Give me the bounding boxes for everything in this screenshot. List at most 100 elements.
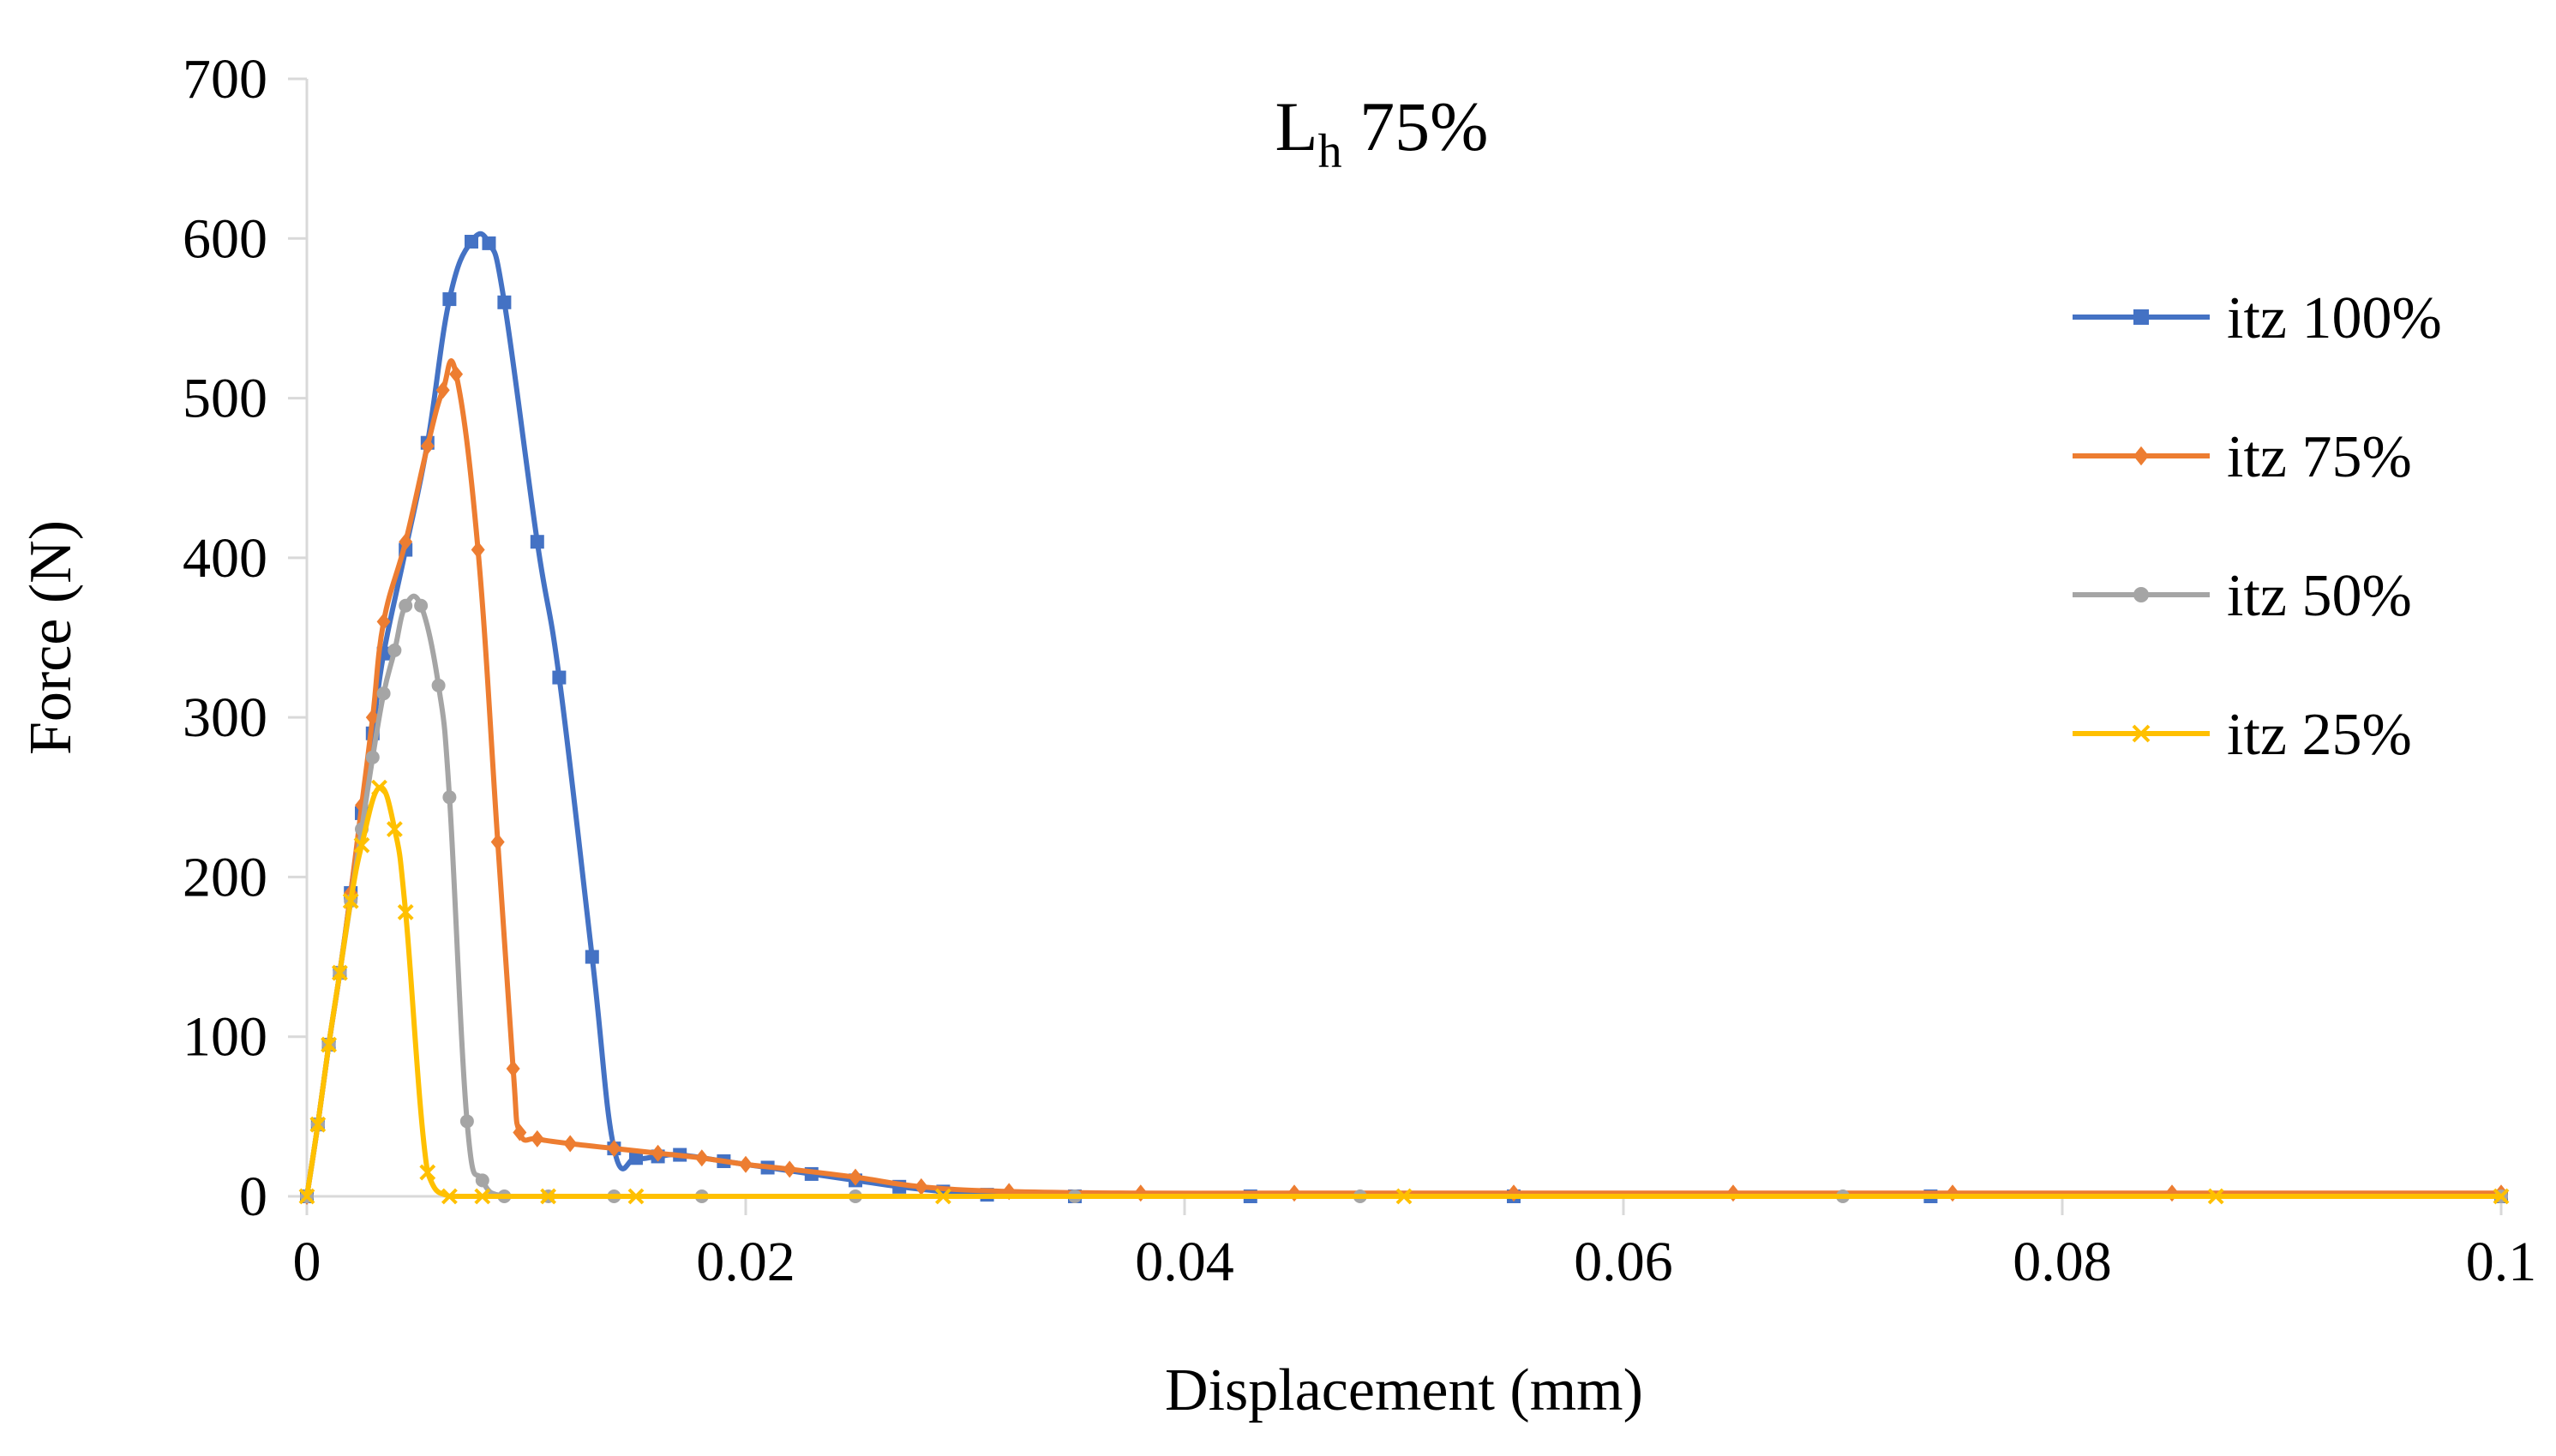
data-point-diamond — [914, 1177, 928, 1195]
x-axis-label: Displacement (mm) — [1165, 1357, 1643, 1423]
x-tick-label: 0.1 — [2466, 1231, 2537, 1293]
y-tick-label: 700 — [183, 48, 267, 111]
data-point-x — [441, 1188, 458, 1205]
data-point-diamond — [651, 1144, 665, 1162]
data-point-square — [530, 535, 544, 549]
legend-label: itz 50% — [2227, 563, 2412, 629]
x-tick-label: 0.08 — [2013, 1231, 2112, 1293]
data-point-diamond — [399, 533, 413, 551]
series-line — [304, 231, 2501, 1200]
y-tick-label: 0 — [239, 1165, 267, 1228]
data-point-circle — [442, 790, 457, 805]
data-point-diamond — [607, 1140, 621, 1158]
legend: itz 100% itz 75% itz 50% itz 25% — [2073, 285, 2442, 768]
data-point-diamond — [739, 1155, 753, 1173]
data-point-circle — [459, 1114, 474, 1129]
data-point-x — [386, 821, 403, 837]
data-point-diamond — [513, 1123, 527, 1141]
y-tick-label: 300 — [183, 686, 267, 749]
y-tick-label: 600 — [183, 207, 267, 270]
x-tick-label: 0.02 — [696, 1231, 795, 1293]
x-tick-label: 0 — [293, 1231, 321, 1293]
data-point-diamond — [2165, 1184, 2179, 1202]
data-point-diamond — [376, 613, 391, 631]
series-line — [304, 784, 2501, 1200]
data-point-diamond — [2133, 446, 2149, 466]
y-ticks: 0 100 200 300 400 500 600 700 — [183, 48, 307, 1228]
series-line — [304, 358, 2501, 1197]
data-point-square — [2133, 309, 2149, 325]
data-point-diamond — [435, 381, 450, 399]
series-line — [304, 593, 2501, 1200]
data-point-circle — [475, 1173, 489, 1188]
y-tick-label: 200 — [183, 846, 267, 908]
chart-title-main: L — [1275, 87, 1318, 165]
series-itz-25- — [298, 779, 2510, 1205]
series-itz-100- — [300, 231, 2508, 1203]
data-point-x — [934, 1188, 951, 1205]
data-point-square — [552, 670, 567, 685]
data-point-diamond — [563, 1135, 578, 1153]
data-point-diamond — [420, 437, 435, 455]
legend-label: itz 100% — [2227, 285, 2442, 351]
legend-item: itz 25% — [2073, 702, 2412, 768]
chart-title-rest: 75% — [1342, 87, 1489, 165]
y-tick-label: 100 — [183, 1006, 267, 1069]
data-point-x — [2493, 1188, 2510, 1205]
data-point-diamond — [471, 541, 485, 559]
data-point-square — [442, 292, 457, 307]
axes — [305, 79, 2501, 1198]
legend-item: itz 75% — [2073, 424, 2412, 490]
chart-title: Lh 75% — [1275, 87, 1489, 178]
legend-label: itz 25% — [2227, 702, 2412, 768]
data-point-diamond — [1287, 1184, 1301, 1202]
data-point-x — [331, 964, 348, 981]
data-point-circle — [365, 750, 380, 764]
data-point-x — [1395, 1188, 1413, 1205]
data-point-x — [353, 836, 370, 854]
data-point-square — [465, 235, 478, 249]
data-point-diamond — [449, 365, 464, 383]
series-itz-50- — [300, 593, 2508, 1203]
data-point-diamond — [1946, 1184, 1959, 1202]
data-point-x — [2132, 724, 2151, 743]
data-point-square — [482, 236, 496, 250]
data-point-circle — [376, 686, 391, 701]
data-point-square — [497, 295, 512, 309]
data-point-circle — [387, 643, 402, 657]
data-point-x — [371, 779, 387, 796]
data-point-diamond — [490, 833, 505, 851]
legend-item: itz 50% — [2073, 563, 2412, 629]
data-point-circle — [2133, 587, 2149, 602]
x-tick-label: 0.06 — [1574, 1231, 1673, 1293]
legend-item: itz 100% — [2073, 285, 2442, 351]
data-point-diamond — [1133, 1184, 1148, 1202]
data-point-x — [309, 1116, 327, 1133]
data-point-x — [397, 903, 414, 920]
data-point-diamond — [849, 1168, 862, 1186]
data-point-diamond — [1726, 1184, 1740, 1202]
series-itz-75- — [300, 358, 2508, 1205]
data-point-diamond — [694, 1149, 709, 1167]
data-point-x — [342, 892, 359, 909]
data-point-square — [629, 1151, 643, 1165]
data-point-square — [585, 950, 599, 964]
data-point-x — [627, 1188, 645, 1205]
y-tick-label: 400 — [183, 527, 267, 590]
chart-title-subscript: h — [1318, 125, 1342, 178]
data-point-x — [298, 1188, 315, 1205]
y-axis-label: Force (N) — [18, 520, 84, 755]
data-point-x — [540, 1188, 557, 1205]
data-point-circle — [431, 678, 446, 692]
data-point-circle — [414, 598, 429, 613]
data-point-diamond — [506, 1059, 520, 1077]
data-point-diamond — [530, 1129, 544, 1147]
data-point-diamond — [783, 1160, 797, 1178]
data-point-circle — [399, 598, 413, 613]
x-ticks: 0 0.02 0.04 0.06 0.08 0.1 — [293, 1196, 2537, 1293]
data-point-x — [2207, 1188, 2224, 1205]
x-tick-label: 0.04 — [1135, 1231, 1234, 1293]
data-point-x — [321, 1036, 338, 1053]
data-point-x — [419, 1164, 436, 1181]
